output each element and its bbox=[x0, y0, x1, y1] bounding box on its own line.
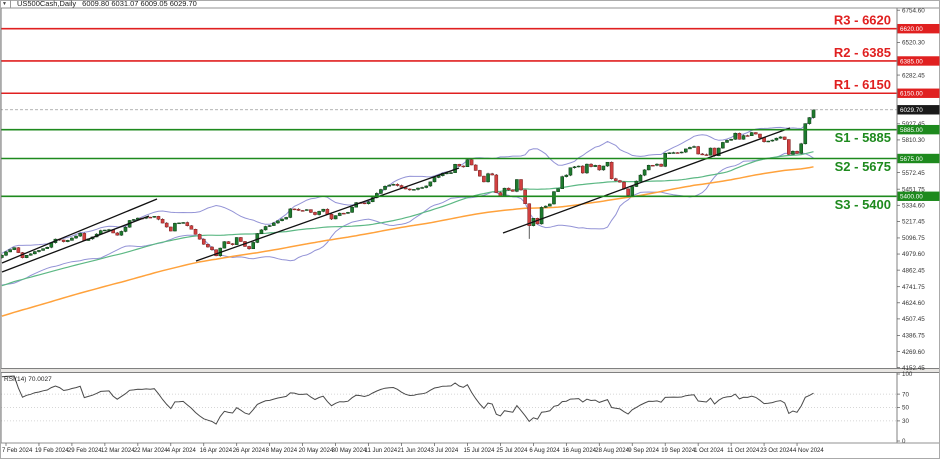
trendline-2[interactable] bbox=[1, 215, 150, 273]
price-axis-label: 4741.75 bbox=[902, 284, 925, 291]
pane-divider[interactable] bbox=[0, 368, 940, 373]
price-chart-surface[interactable] bbox=[1, 8, 897, 368]
svg-text:5675.00: 5675.00 bbox=[900, 156, 923, 163]
bollinger-lower-band bbox=[1, 152, 814, 286]
rsi-chart-surface[interactable] bbox=[1, 373, 897, 442]
price-axis-label: 5572.45 bbox=[902, 170, 925, 177]
date-label: 16 Aug 2024 bbox=[562, 448, 596, 454]
rsi-indicator-label: RSI(14) 70.0027 bbox=[4, 376, 52, 383]
price-axis-label: 4152.45 bbox=[902, 365, 925, 372]
price-axis-label: 5096.75 bbox=[902, 235, 925, 242]
date-label: 7 Feb 2024 bbox=[2, 448, 33, 454]
date-label: 19 Sep 2024 bbox=[661, 448, 696, 454]
price-axis-label: 4386.75 bbox=[902, 333, 925, 340]
price-axis-label: 4507.45 bbox=[902, 316, 925, 323]
date-label: 25 Jul 2024 bbox=[496, 448, 528, 454]
level-label-s1[interactable]: S1 - 5885 bbox=[835, 130, 891, 145]
date-label: 4 Nov 2024 bbox=[793, 448, 824, 454]
date-label: 3 Jul 2024 bbox=[430, 448, 458, 454]
svg-text:5400.00: 5400.00 bbox=[900, 194, 923, 201]
price-axis-label: 5927.45 bbox=[902, 121, 925, 128]
price-axis[interactable] bbox=[897, 8, 940, 443]
rsi-axis-label: 70 bbox=[902, 391, 909, 398]
chart-ohlc-values: 6009.80 6031.07 6009.05 6029.70 bbox=[82, 0, 197, 8]
time-axis[interactable] bbox=[0, 443, 940, 459]
level-label-r2[interactable]: R2 - 6385 bbox=[834, 45, 891, 60]
date-label: 29 Feb 2024 bbox=[68, 448, 102, 454]
candles-series bbox=[1, 109, 816, 259]
date-label: 23 Oct 2024 bbox=[760, 448, 793, 454]
svg-text:5885.00: 5885.00 bbox=[900, 127, 923, 134]
date-label: 12 Mar 2024 bbox=[101, 448, 135, 454]
price-axis-label: 5451.75 bbox=[902, 186, 925, 193]
trendline-4[interactable] bbox=[502, 127, 791, 234]
price-axis-label: 5334.60 bbox=[902, 202, 925, 209]
date-label: 20 May 2024 bbox=[299, 448, 334, 454]
price-axis-label: 6282.45 bbox=[902, 72, 925, 79]
date-label: 28 Aug 2024 bbox=[595, 448, 629, 454]
rsi-curve bbox=[1, 375, 814, 425]
price-badge-s3 bbox=[897, 191, 940, 201]
date-label: 22 Mar 2024 bbox=[134, 448, 168, 454]
price-axis-label: 6520.30 bbox=[902, 40, 925, 47]
rsi-axis-label: 0 bbox=[902, 438, 906, 445]
date-label: 8 May 2024 bbox=[266, 448, 298, 454]
price-axis-label: 5810.30 bbox=[902, 137, 925, 144]
date-label: 16 Apr 2024 bbox=[200, 448, 233, 454]
date-label: 15 Jul 2024 bbox=[463, 448, 495, 454]
price-badge-r2 bbox=[897, 56, 940, 66]
date-label: 21 Jun 2024 bbox=[398, 448, 432, 454]
price-badge-s1 bbox=[897, 124, 940, 135]
current-price-badge bbox=[897, 105, 940, 115]
trendline-3[interactable] bbox=[195, 167, 460, 262]
price-axis-label: 5217.45 bbox=[902, 219, 925, 226]
date-label: 9 Sep 2024 bbox=[628, 448, 659, 454]
price-axis-label: 4979.60 bbox=[902, 251, 925, 258]
ma50-line bbox=[1, 151, 814, 287]
trendline-1[interactable] bbox=[1, 198, 158, 264]
price-badge-r3 bbox=[897, 23, 940, 34]
price-badge-s2 bbox=[897, 153, 940, 164]
date-label: 30 May 2024 bbox=[332, 448, 367, 454]
price-axis-label: 6754.60 bbox=[902, 7, 925, 14]
chart-symbol-label: US500Cash,Daily bbox=[16, 0, 77, 8]
date-label: 26 Apr 2024 bbox=[233, 448, 266, 454]
date-label: 6 Aug 2024 bbox=[529, 448, 560, 454]
ma100-line bbox=[1, 166, 814, 317]
price-axis-label: 4624.60 bbox=[902, 300, 925, 307]
rsi-axis-label: 30 bbox=[902, 418, 909, 425]
price-axis-label: 4269.60 bbox=[902, 349, 925, 356]
date-label: 4 Apr 2024 bbox=[167, 448, 197, 454]
date-label: 11 Oct 2024 bbox=[727, 448, 760, 454]
level-label-s3[interactable]: S3 - 5400 bbox=[835, 197, 891, 212]
date-label: 1 Oct 2024 bbox=[694, 448, 724, 454]
svg-text:6620.00: 6620.00 bbox=[900, 26, 923, 33]
rsi-axis-label: 100 bbox=[902, 371, 913, 378]
symbol-dropdown-icon[interactable]: ▼ bbox=[2, 0, 11, 8]
level-label-r3[interactable]: R3 - 6620 bbox=[834, 13, 891, 28]
svg-text:6150.00: 6150.00 bbox=[900, 91, 923, 98]
svg-text:6029.70: 6029.70 bbox=[900, 107, 923, 114]
date-label: 19 Feb 2024 bbox=[35, 448, 69, 454]
chart-title-bar: ▼ US500Cash,Daily 6009.80 6031.07 6009.0… bbox=[2, 0, 197, 8]
price-axis-label: 4862.45 bbox=[902, 267, 925, 274]
level-label-s2[interactable]: S2 - 5675 bbox=[835, 159, 891, 174]
price-badge-r1 bbox=[897, 88, 940, 98]
level-label-r1[interactable]: R1 - 6150 bbox=[834, 77, 891, 92]
date-label: 11 Jun 2024 bbox=[365, 448, 398, 454]
svg-text:6385.00: 6385.00 bbox=[900, 58, 923, 65]
rsi-axis-label: 50 bbox=[902, 405, 909, 412]
